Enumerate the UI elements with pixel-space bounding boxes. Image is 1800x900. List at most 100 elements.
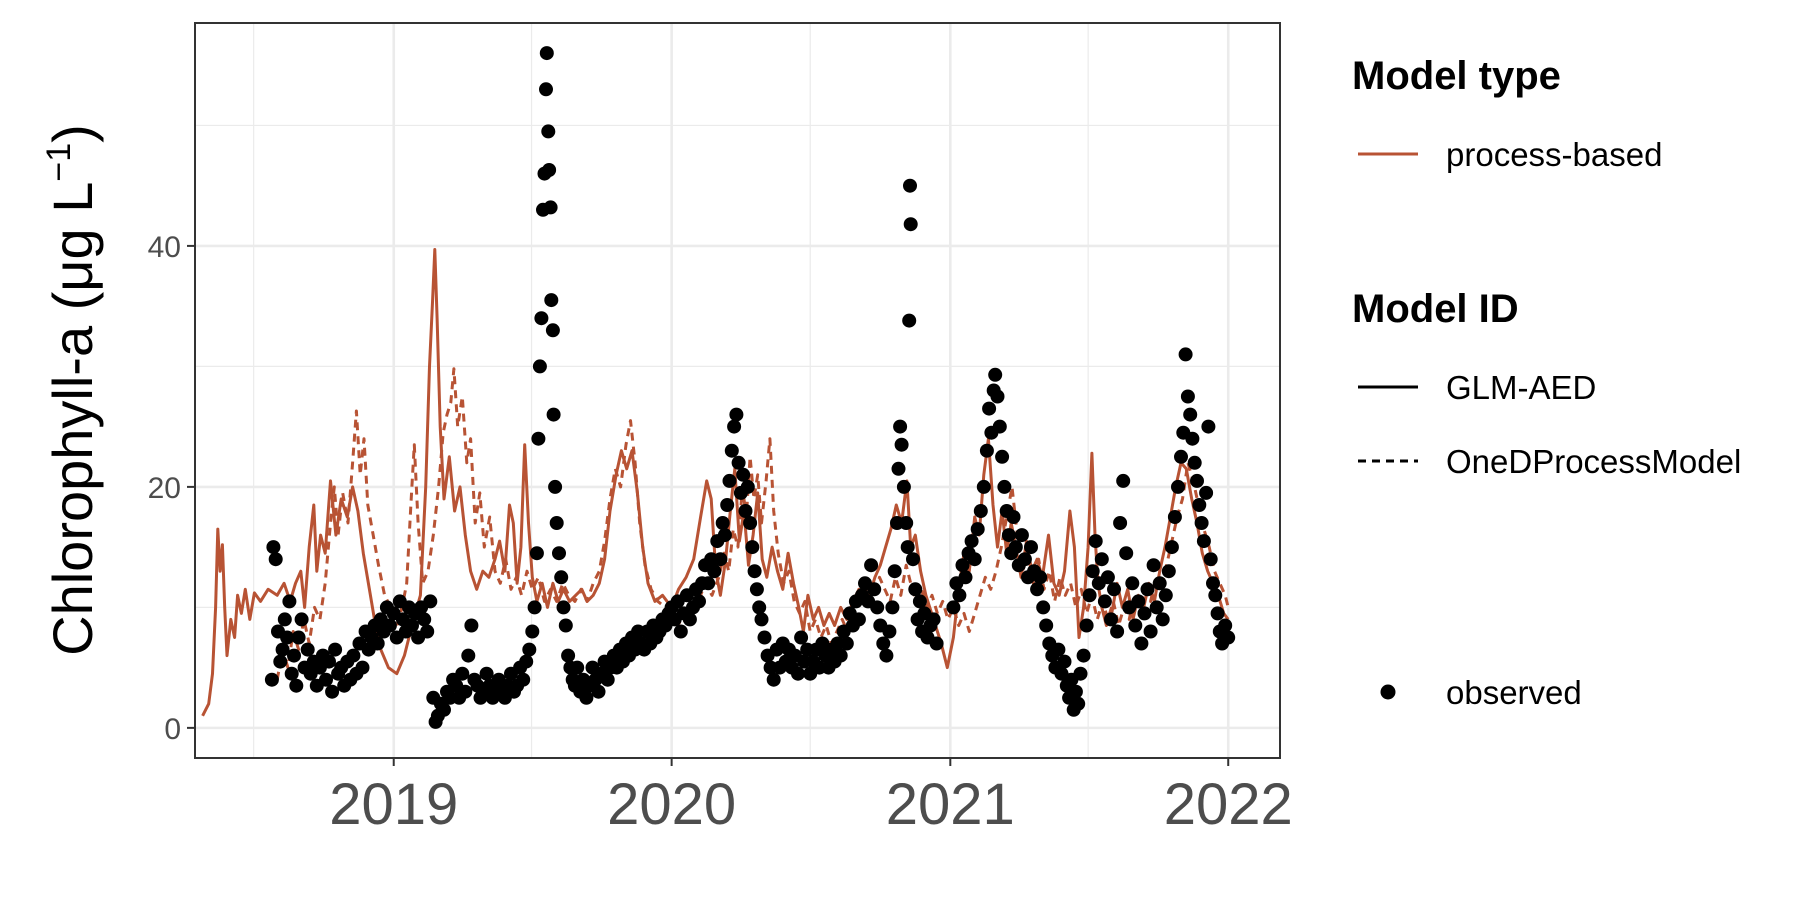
observed-point-307 (1119, 546, 1134, 561)
observed-point-206 (833, 648, 848, 663)
y-axis-title: Chlorophyll-a (μg L−1) (40, 124, 104, 656)
observed-point-291 (1071, 696, 1086, 711)
observed-point-251 (964, 534, 979, 549)
observed-point-260 (988, 367, 1003, 382)
observed-point-268 (1006, 510, 1021, 524)
observed-point-177 (747, 564, 762, 579)
y-tick-label-1: 20 (148, 472, 181, 505)
observed-point-338 (1203, 552, 1218, 567)
observed-point-108 (554, 570, 569, 585)
observed-point-247 (952, 588, 967, 603)
y-axis-title-end: ) (41, 124, 104, 143)
observed-point-293 (1076, 648, 1091, 663)
observed-point-23 (325, 684, 340, 699)
observed-point-172 (736, 467, 751, 482)
observed-point-244 (929, 636, 944, 651)
observed-point-104 (546, 407, 561, 422)
legend-label-glm-aed: GLM-AED (1446, 369, 1596, 406)
observed-point-220 (876, 636, 891, 651)
observed-point-330 (1185, 431, 1200, 446)
observed-point-312 (1134, 636, 1149, 651)
observed-point-99 (541, 124, 556, 139)
observed-point-227 (893, 419, 908, 434)
observed-point-279 (1039, 618, 1054, 633)
observed-point-315 (1143, 624, 1158, 639)
observed-point-192 (791, 666, 805, 681)
observed-point-12 (291, 630, 306, 645)
observed-point-149 (673, 624, 688, 639)
observed-point-169 (729, 407, 744, 422)
observed-point-285 (1057, 654, 1072, 669)
observed-point-90 (527, 600, 542, 615)
series-lines (201, 248, 1230, 717)
observed-point-184 (766, 672, 781, 687)
observed-point-222 (882, 624, 897, 639)
observed-point-98 (539, 46, 554, 61)
observed-point-329 (1183, 407, 1198, 422)
observed-point-100 (542, 163, 557, 177)
observed-point-8 (282, 594, 297, 609)
legend-label-process-based: process-based (1446, 136, 1662, 173)
observed-point-295 (1082, 588, 1097, 603)
observed-point-229 (896, 479, 911, 494)
observed-point-310 (1128, 618, 1143, 633)
observed-point-313 (1137, 606, 1152, 621)
observed-point-33 (355, 660, 370, 675)
observed-point-217 (867, 582, 882, 597)
observed-point-68 (461, 648, 476, 663)
observed-point-110 (558, 618, 573, 633)
observed-point-6 (277, 612, 292, 627)
observed-point-115 (570, 660, 585, 675)
observed-point-118 (579, 690, 594, 705)
observed-point-54 (420, 624, 435, 639)
x-axis: 2019 2020 2021 2022 (329, 758, 1293, 837)
observed-point-317 (1149, 600, 1164, 615)
observed-point-294 (1079, 618, 1094, 633)
observed-point-2 (268, 552, 283, 567)
observed-point-111 (561, 648, 576, 663)
observed-point-216 (864, 558, 879, 573)
observed-point-314 (1140, 582, 1155, 597)
observed-point-193 (794, 630, 809, 645)
observed-point-303 (1107, 582, 1121, 597)
observed-point-224 (887, 564, 902, 579)
observed-point-290 (1068, 684, 1083, 699)
legend: Model type process-based Model ID GLM-AE… (1352, 54, 1741, 711)
observed-point-102 (544, 293, 559, 308)
observed-point-236 (908, 582, 923, 597)
observed-point-175 (743, 516, 758, 530)
observed-point-292 (1073, 666, 1088, 681)
observed-point-283 (1051, 642, 1066, 657)
y-axis-title-main: Chlorophyll-a ( (41, 291, 104, 655)
observed-point-0 (264, 672, 279, 687)
observed-point-253 (970, 522, 985, 537)
observed-point-60 (437, 702, 451, 717)
observed-point-316 (1146, 558, 1161, 573)
observed-point-238 (912, 594, 927, 609)
observed-point-125 (600, 672, 615, 687)
observed-point-30 (346, 648, 361, 663)
observed-point-168 (727, 419, 742, 434)
observed-point-301 (1100, 570, 1115, 585)
observed-point-333 (1192, 498, 1207, 512)
observed-point-269 (1008, 540, 1023, 555)
y-axis-title-sup: −1 (40, 143, 78, 182)
observed-point-89 (525, 624, 540, 639)
observed-point-38 (370, 636, 385, 651)
observed-point-305 (1113, 516, 1128, 530)
plot-panel-border (194, 22, 1281, 759)
observed-point-334 (1194, 516, 1209, 530)
legend-label-observed: observed (1446, 674, 1582, 711)
observed-point-309 (1125, 576, 1140, 591)
observed-point-233 (903, 178, 917, 193)
observed-point-93 (532, 359, 547, 374)
observed-point-208 (839, 636, 854, 651)
observed-point-257 (982, 401, 997, 416)
observed-point-341 (1210, 606, 1225, 621)
observed-point-91 (529, 546, 544, 561)
observed-point-152 (682, 612, 697, 627)
y-axis-title-mu: μ (41, 259, 104, 291)
observed-point-155 (692, 594, 706, 609)
observed-point-337 (1201, 419, 1216, 434)
